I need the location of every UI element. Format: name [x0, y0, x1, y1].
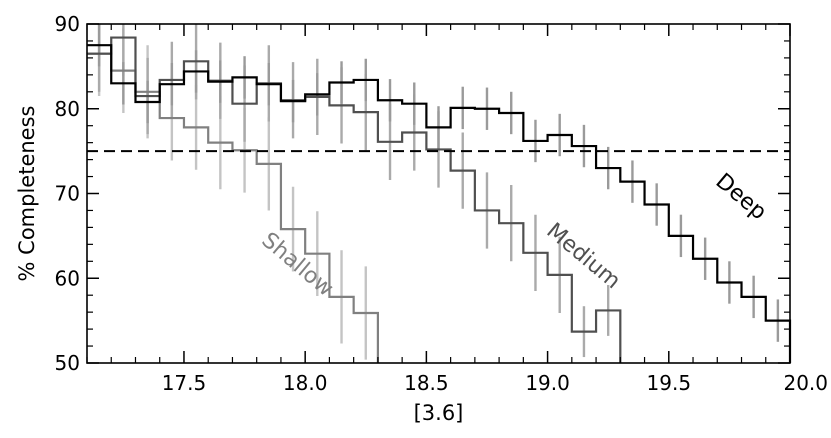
error-bars [97, 24, 780, 360]
x-tick-label: 20.0 [783, 371, 828, 395]
series-line-medium [87, 36, 622, 363]
y-tick-label: 80 [55, 97, 80, 121]
y-tick-label: 50 [55, 351, 80, 375]
x-tick-label: 19.0 [525, 371, 570, 395]
x-tick-label: 18.0 [283, 371, 328, 395]
x-axis-title: [3.6] [414, 401, 464, 425]
plot-frame [86, 23, 791, 364]
x-tick-label: 19.5 [647, 371, 692, 395]
x-tick-labels: 17.5 18.0 18.5 19.0 19.5 20.0 [162, 371, 828, 395]
y-axis-title: % Completeness [15, 106, 39, 282]
axis-ticks [86, 23, 791, 364]
series-label-deep: Deep [711, 169, 771, 225]
y-tick-label: 60 [55, 266, 80, 290]
x-tick-label: 17.5 [162, 371, 207, 395]
x-tick-label: 18.5 [404, 371, 449, 395]
y-tick-labels: 50 60 70 80 90 [55, 12, 80, 375]
series-label-shallow: Shallow [257, 228, 338, 302]
y-tick-label: 70 [55, 182, 80, 206]
series-label-medium: Medium [542, 218, 625, 294]
series-steps [87, 36, 792, 363]
series-line-deep [87, 44, 792, 363]
y-tick-label: 90 [55, 12, 80, 36]
